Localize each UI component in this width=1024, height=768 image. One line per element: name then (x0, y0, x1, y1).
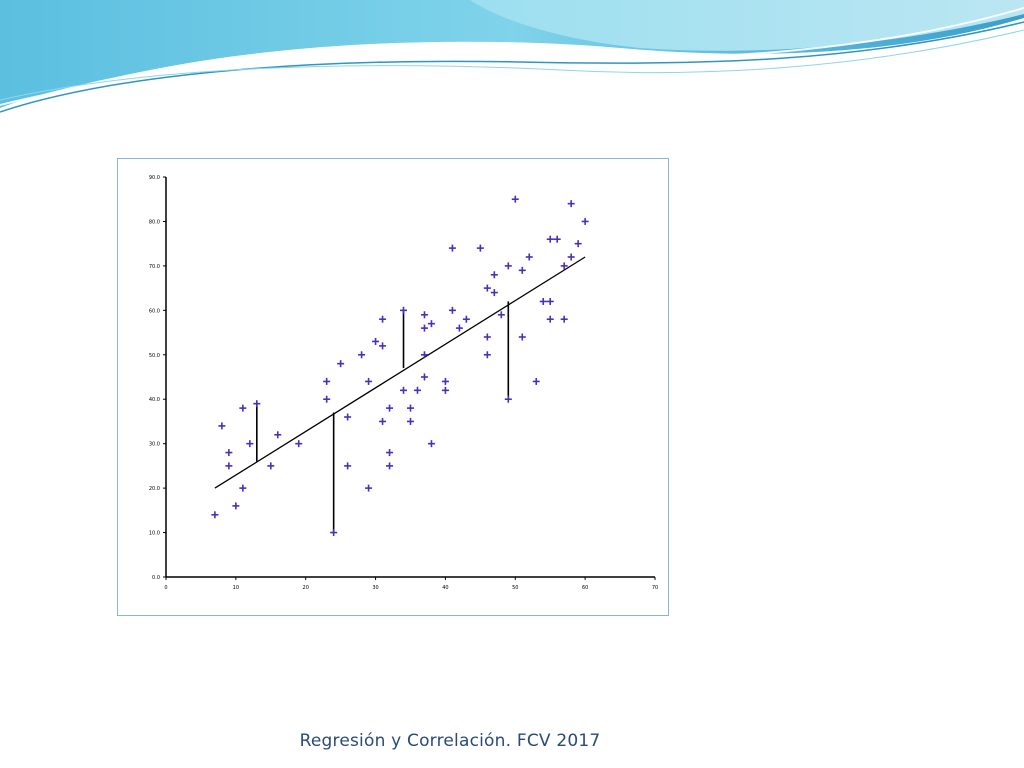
data-point (483, 284, 491, 292)
data-point (574, 240, 582, 248)
x-tick-label: 10 (233, 585, 239, 591)
data-point (211, 511, 219, 519)
data-point (518, 333, 526, 341)
data-point (448, 306, 456, 314)
data-point (386, 404, 394, 412)
data-point (407, 404, 414, 412)
data-point (483, 351, 491, 359)
data-point (518, 266, 526, 274)
data-point (400, 386, 408, 394)
data-point (511, 195, 519, 203)
data-point (560, 262, 568, 270)
data-point (560, 315, 568, 323)
data-point (504, 395, 512, 403)
data-point (295, 440, 303, 448)
data-point (337, 360, 345, 368)
x-tick-label: 70 (652, 585, 658, 591)
y-tick-label: 90.0 (149, 175, 160, 181)
data-point (427, 320, 435, 328)
data-point (386, 449, 394, 457)
chart-frame: 0 10 20 30 40 50 60 70 0.0 10.0 20.0 30.0 40.0 50.0 60… (117, 158, 669, 616)
data-point (225, 462, 233, 470)
x-tick-label: 50 (512, 585, 518, 591)
data-point (274, 431, 282, 439)
data-point (441, 386, 449, 394)
data-point (546, 235, 554, 243)
data-point (225, 449, 233, 457)
data-point (232, 502, 240, 510)
x-tick-label: 30 (372, 585, 378, 591)
header-wave-decoration (0, 0, 1024, 113)
data-point (567, 253, 575, 261)
footer-text: Regresión y Correlación. FCV 2017 (299, 731, 601, 751)
x-tick-label: 0 (164, 585, 167, 591)
data-point (344, 462, 352, 470)
data-point (379, 342, 387, 350)
data-point (267, 462, 275, 470)
y-tick-label: 30.0 (149, 442, 160, 448)
x-tick-label: 60 (582, 585, 588, 591)
data-point (420, 373, 428, 381)
data-point (427, 440, 435, 448)
scatter-chart: 0 10 20 30 40 50 60 70 0.0 10.0 20.0 30.0 40.0 50.0 60… (149, 175, 658, 591)
data-point (379, 417, 387, 425)
data-point (462, 315, 470, 323)
data-point (483, 333, 491, 341)
data-point (490, 271, 498, 279)
data-point (420, 351, 428, 359)
data-point (344, 413, 352, 421)
data-point (546, 297, 554, 305)
y-tick-label: 70.0 (149, 264, 160, 270)
y-tick-label: 50.0 (149, 353, 160, 359)
data-point (455, 324, 463, 332)
data-point (581, 217, 589, 225)
regression-line (214, 256, 586, 489)
data-point (413, 386, 421, 394)
data-point (330, 529, 338, 537)
x-tick-label: 20 (303, 585, 309, 591)
data-point (476, 244, 484, 252)
data-point (365, 377, 373, 385)
data-point (441, 377, 449, 385)
data-point (239, 484, 247, 492)
data-point (490, 289, 498, 297)
data-point (246, 440, 254, 448)
x-tick-label: 40 (442, 585, 448, 591)
y-tick-label: 10.0 (149, 531, 160, 537)
data-point (218, 422, 226, 430)
data-point (497, 311, 505, 319)
data-point (323, 395, 331, 403)
data-point (358, 351, 366, 359)
data-point (253, 400, 261, 408)
data-point (448, 244, 456, 252)
data-point (546, 315, 554, 323)
data-point (420, 311, 428, 319)
data-point (365, 484, 373, 492)
data-point (323, 377, 331, 385)
data-point (379, 315, 387, 323)
y-tick-label: 60.0 (149, 308, 160, 314)
y-tick-label: 0.0 (152, 575, 160, 581)
data-point (539, 297, 547, 305)
y-tick-label: 80.0 (149, 219, 160, 225)
data-point (407, 417, 414, 425)
y-tick-label: 40.0 (149, 397, 160, 403)
y-tick-label: 20.0 (149, 486, 160, 492)
data-point (567, 200, 575, 208)
data-point (400, 306, 408, 314)
data-point (532, 377, 540, 385)
data-point (525, 253, 533, 261)
data-point (420, 324, 428, 332)
data-point (553, 235, 561, 243)
data-point (504, 262, 512, 270)
slide-footer: Regresión y Correlación. FCV 2017 (0, 731, 900, 751)
data-point (386, 462, 394, 470)
data-point (239, 404, 247, 412)
data-point (372, 337, 380, 345)
